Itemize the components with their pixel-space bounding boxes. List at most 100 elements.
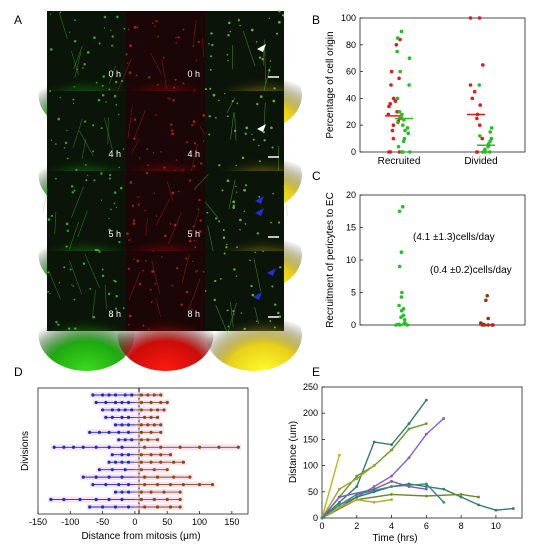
cell-dot [108, 88, 111, 91]
cell-dot [115, 206, 118, 208]
cell-dot [182, 28, 185, 31]
cell-dot [92, 315, 96, 319]
cell-dot [105, 101, 107, 103]
vessel-sprout [192, 20, 197, 46]
vessel-sprout [130, 138, 140, 155]
cell-dot [100, 172, 103, 175]
cell-dot [84, 164, 87, 166]
vessel-sprout [264, 48, 266, 84]
trajectory-point [459, 495, 463, 499]
cell-dot [186, 141, 189, 144]
cell-dot [49, 90, 52, 93]
y-tick-label: 5 [351, 288, 356, 298]
cell-dot [103, 15, 107, 19]
left-track-point [113, 505, 118, 509]
cell-dot [92, 150, 95, 153]
cell-dot [239, 24, 241, 27]
cell-dot [161, 256, 163, 258]
cell-dot [93, 179, 96, 182]
data-point [397, 209, 402, 214]
vessel-sprout [226, 97, 236, 113]
cell-dot [236, 102, 239, 105]
cell-dot [235, 275, 238, 277]
right-track-point [197, 483, 202, 487]
right-track-point [178, 505, 182, 509]
trajectory-point [372, 485, 376, 488]
cell-dot [57, 323, 60, 326]
vessel-sprout [181, 253, 190, 283]
cell-dot [144, 209, 146, 212]
trajectory-point [390, 479, 393, 483]
vessel-sprout [151, 260, 160, 294]
y-tick-label: 250 [303, 382, 318, 392]
cell-dot [137, 196, 139, 198]
cell-dot [160, 151, 162, 153]
right-track-point [143, 475, 147, 479]
cell-dot [250, 28, 254, 32]
timepoint-label: 4 h [187, 149, 200, 159]
trajectory-point [442, 500, 446, 504]
vessel-sprout [155, 297, 161, 317]
right-track-point [149, 453, 153, 457]
trajectory-point [372, 500, 376, 504]
left-track-point [120, 445, 124, 449]
cell-dot [211, 43, 214, 47]
left-track-point [71, 445, 76, 449]
right-track-point [165, 497, 169, 502]
cell-dot [85, 179, 88, 182]
cell-dot [176, 267, 179, 270]
vessel-sprout [116, 58, 132, 94]
data-point [489, 126, 494, 130]
vessel-glow [205, 299, 302, 371]
cell-dot [149, 288, 152, 291]
cell-dot [271, 285, 274, 288]
y-tick-label: 20 [346, 120, 356, 130]
cell-dot [128, 71, 132, 75]
vessel-sprout [133, 109, 146, 140]
right-track-point [159, 445, 163, 449]
chart-c-annotation-2: (0.4 ±0.2)cells/day [430, 265, 512, 276]
left-track-point [126, 505, 131, 509]
cell-dot [239, 218, 242, 222]
data-point [477, 83, 482, 87]
cell-dot [120, 186, 123, 190]
data-point [388, 101, 393, 106]
vessel-sprout [104, 117, 113, 151]
left-track-point [120, 475, 124, 479]
cell-dot [232, 310, 235, 313]
cell-dot [175, 36, 177, 39]
left-track-point [117, 483, 121, 487]
data-point [472, 89, 477, 94]
left-track-point [130, 393, 134, 397]
trajectory-point [337, 503, 341, 507]
cell-dot [114, 280, 117, 283]
right-track-point [155, 505, 160, 509]
right-track-point [139, 453, 143, 457]
data-point [399, 308, 404, 313]
right-track-point [146, 438, 150, 442]
cell-dot [204, 290, 207, 292]
cell-dot [63, 147, 66, 149]
cell-dot [47, 271, 50, 274]
trajectory-line [321, 483, 445, 519]
vessel-sprout [168, 211, 182, 245]
cell-dot [236, 191, 238, 193]
right-track-point [159, 393, 163, 397]
cell-dot [224, 92, 226, 95]
right-track-point [178, 497, 182, 502]
cell-dot [102, 75, 105, 78]
data-point [397, 264, 402, 269]
cell-dot [227, 325, 230, 328]
cell-dot [69, 268, 72, 271]
trajectory-point [390, 474, 393, 478]
x-tick-label: 8 [459, 521, 464, 531]
trajectory-point [424, 494, 428, 498]
cell-dot [208, 43, 210, 45]
data-point [391, 96, 396, 101]
cell-dot [157, 84, 159, 86]
timepoint-label: 5 h [108, 229, 121, 239]
cell-dot [226, 243, 228, 246]
y-tick-label: 50 [308, 487, 318, 497]
vessel-sprout [79, 130, 94, 156]
data-point [483, 147, 487, 152]
